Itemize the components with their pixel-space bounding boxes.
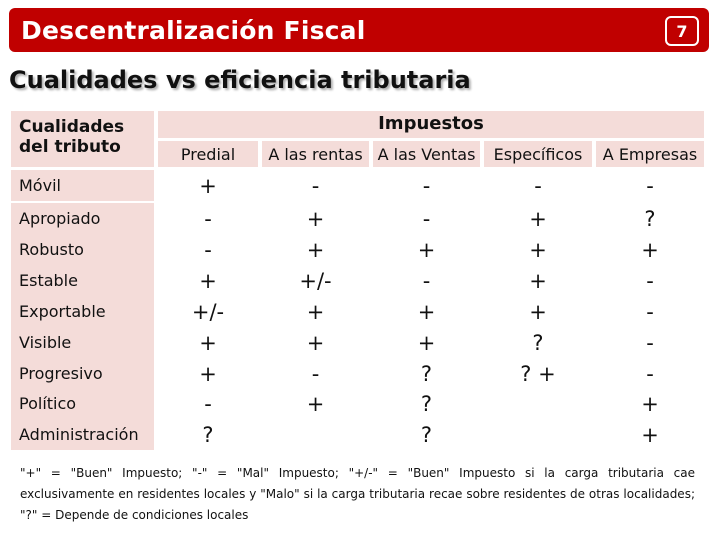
- table-cell: -: [204, 206, 212, 231]
- table-cell: +: [529, 299, 547, 324]
- table-cell: +: [306, 330, 325, 355]
- table-cell: +: [641, 237, 659, 262]
- table-cell: +: [306, 299, 325, 324]
- row-label: Estable: [11, 265, 154, 296]
- row-label: Progresivo: [11, 358, 154, 389]
- table-cell: -: [422, 173, 431, 198]
- table-cell: -: [646, 173, 654, 198]
- table-cell: -: [311, 361, 320, 386]
- table-cell: -: [204, 237, 212, 262]
- table-cell: -: [646, 268, 654, 293]
- row-label: Exportable: [11, 296, 154, 327]
- table-cell: +: [199, 361, 217, 386]
- table-cell: +: [529, 206, 547, 231]
- table-cell: +: [199, 268, 217, 293]
- table-cell: ?: [532, 330, 544, 355]
- table-cell: +: [529, 237, 547, 262]
- table-cell: [484, 388, 592, 419]
- table-cell: +: [641, 422, 659, 447]
- slide-title: Descentralización Fiscal: [21, 16, 366, 45]
- table-cell: +: [199, 173, 217, 198]
- table-cell: -: [646, 330, 654, 355]
- page-number-badge: 7: [665, 16, 699, 46]
- slide-subtitle: Cualidades vs eficiencia tributaria: [9, 66, 471, 94]
- table-cell: ?: [420, 391, 433, 416]
- column-header: A las rentas: [262, 141, 369, 167]
- title-bar: Descentralización Fiscal 7: [9, 8, 709, 52]
- table-cell: -: [422, 206, 431, 231]
- table-cell: +: [529, 268, 547, 293]
- row-label: Visible: [11, 327, 154, 358]
- table-cell: +/-: [191, 299, 225, 324]
- table-cell: ?: [420, 361, 433, 386]
- table-cell: +: [199, 330, 217, 355]
- table-cell: ?: [644, 206, 656, 231]
- corner-header: Cualidades del tributo: [11, 111, 154, 167]
- table-cell: +: [417, 237, 436, 262]
- table-cell: +: [417, 330, 436, 355]
- column-header: Predial: [158, 141, 258, 167]
- legend-footnote: "+" = "Buen" Impuesto; "-" = "Mal" Impue…: [20, 466, 695, 522]
- column-header: A las Ventas: [373, 141, 480, 167]
- table-cell: ?: [420, 422, 433, 447]
- column-header: A Empresas: [596, 141, 704, 167]
- row-label: Apropiado: [11, 203, 154, 234]
- row-label: Móvil: [11, 170, 154, 201]
- table-cell: [262, 419, 369, 450]
- table-cell: ? +: [520, 361, 556, 386]
- taxes-group-header: Impuestos: [158, 111, 704, 138]
- table-cell: -: [311, 173, 320, 198]
- table-cell: +: [306, 206, 325, 231]
- table-cell: -: [646, 361, 654, 386]
- table-cell: -: [422, 268, 431, 293]
- table-cell: +: [306, 237, 325, 262]
- column-header: Específicos: [484, 141, 592, 167]
- table-cell: -: [204, 391, 212, 416]
- row-label: Robusto: [11, 234, 154, 265]
- table-cell: -: [646, 299, 654, 324]
- table-cell: [484, 419, 592, 450]
- row-label: Administración: [11, 419, 154, 450]
- table-cell: +: [641, 391, 659, 416]
- row-label: Político: [11, 388, 154, 419]
- table-cell: -: [534, 173, 542, 198]
- table-cell: +/-: [299, 268, 332, 293]
- table-cell: +: [306, 391, 325, 416]
- table-cell: ?: [202, 422, 214, 447]
- table-cell: +: [417, 299, 436, 324]
